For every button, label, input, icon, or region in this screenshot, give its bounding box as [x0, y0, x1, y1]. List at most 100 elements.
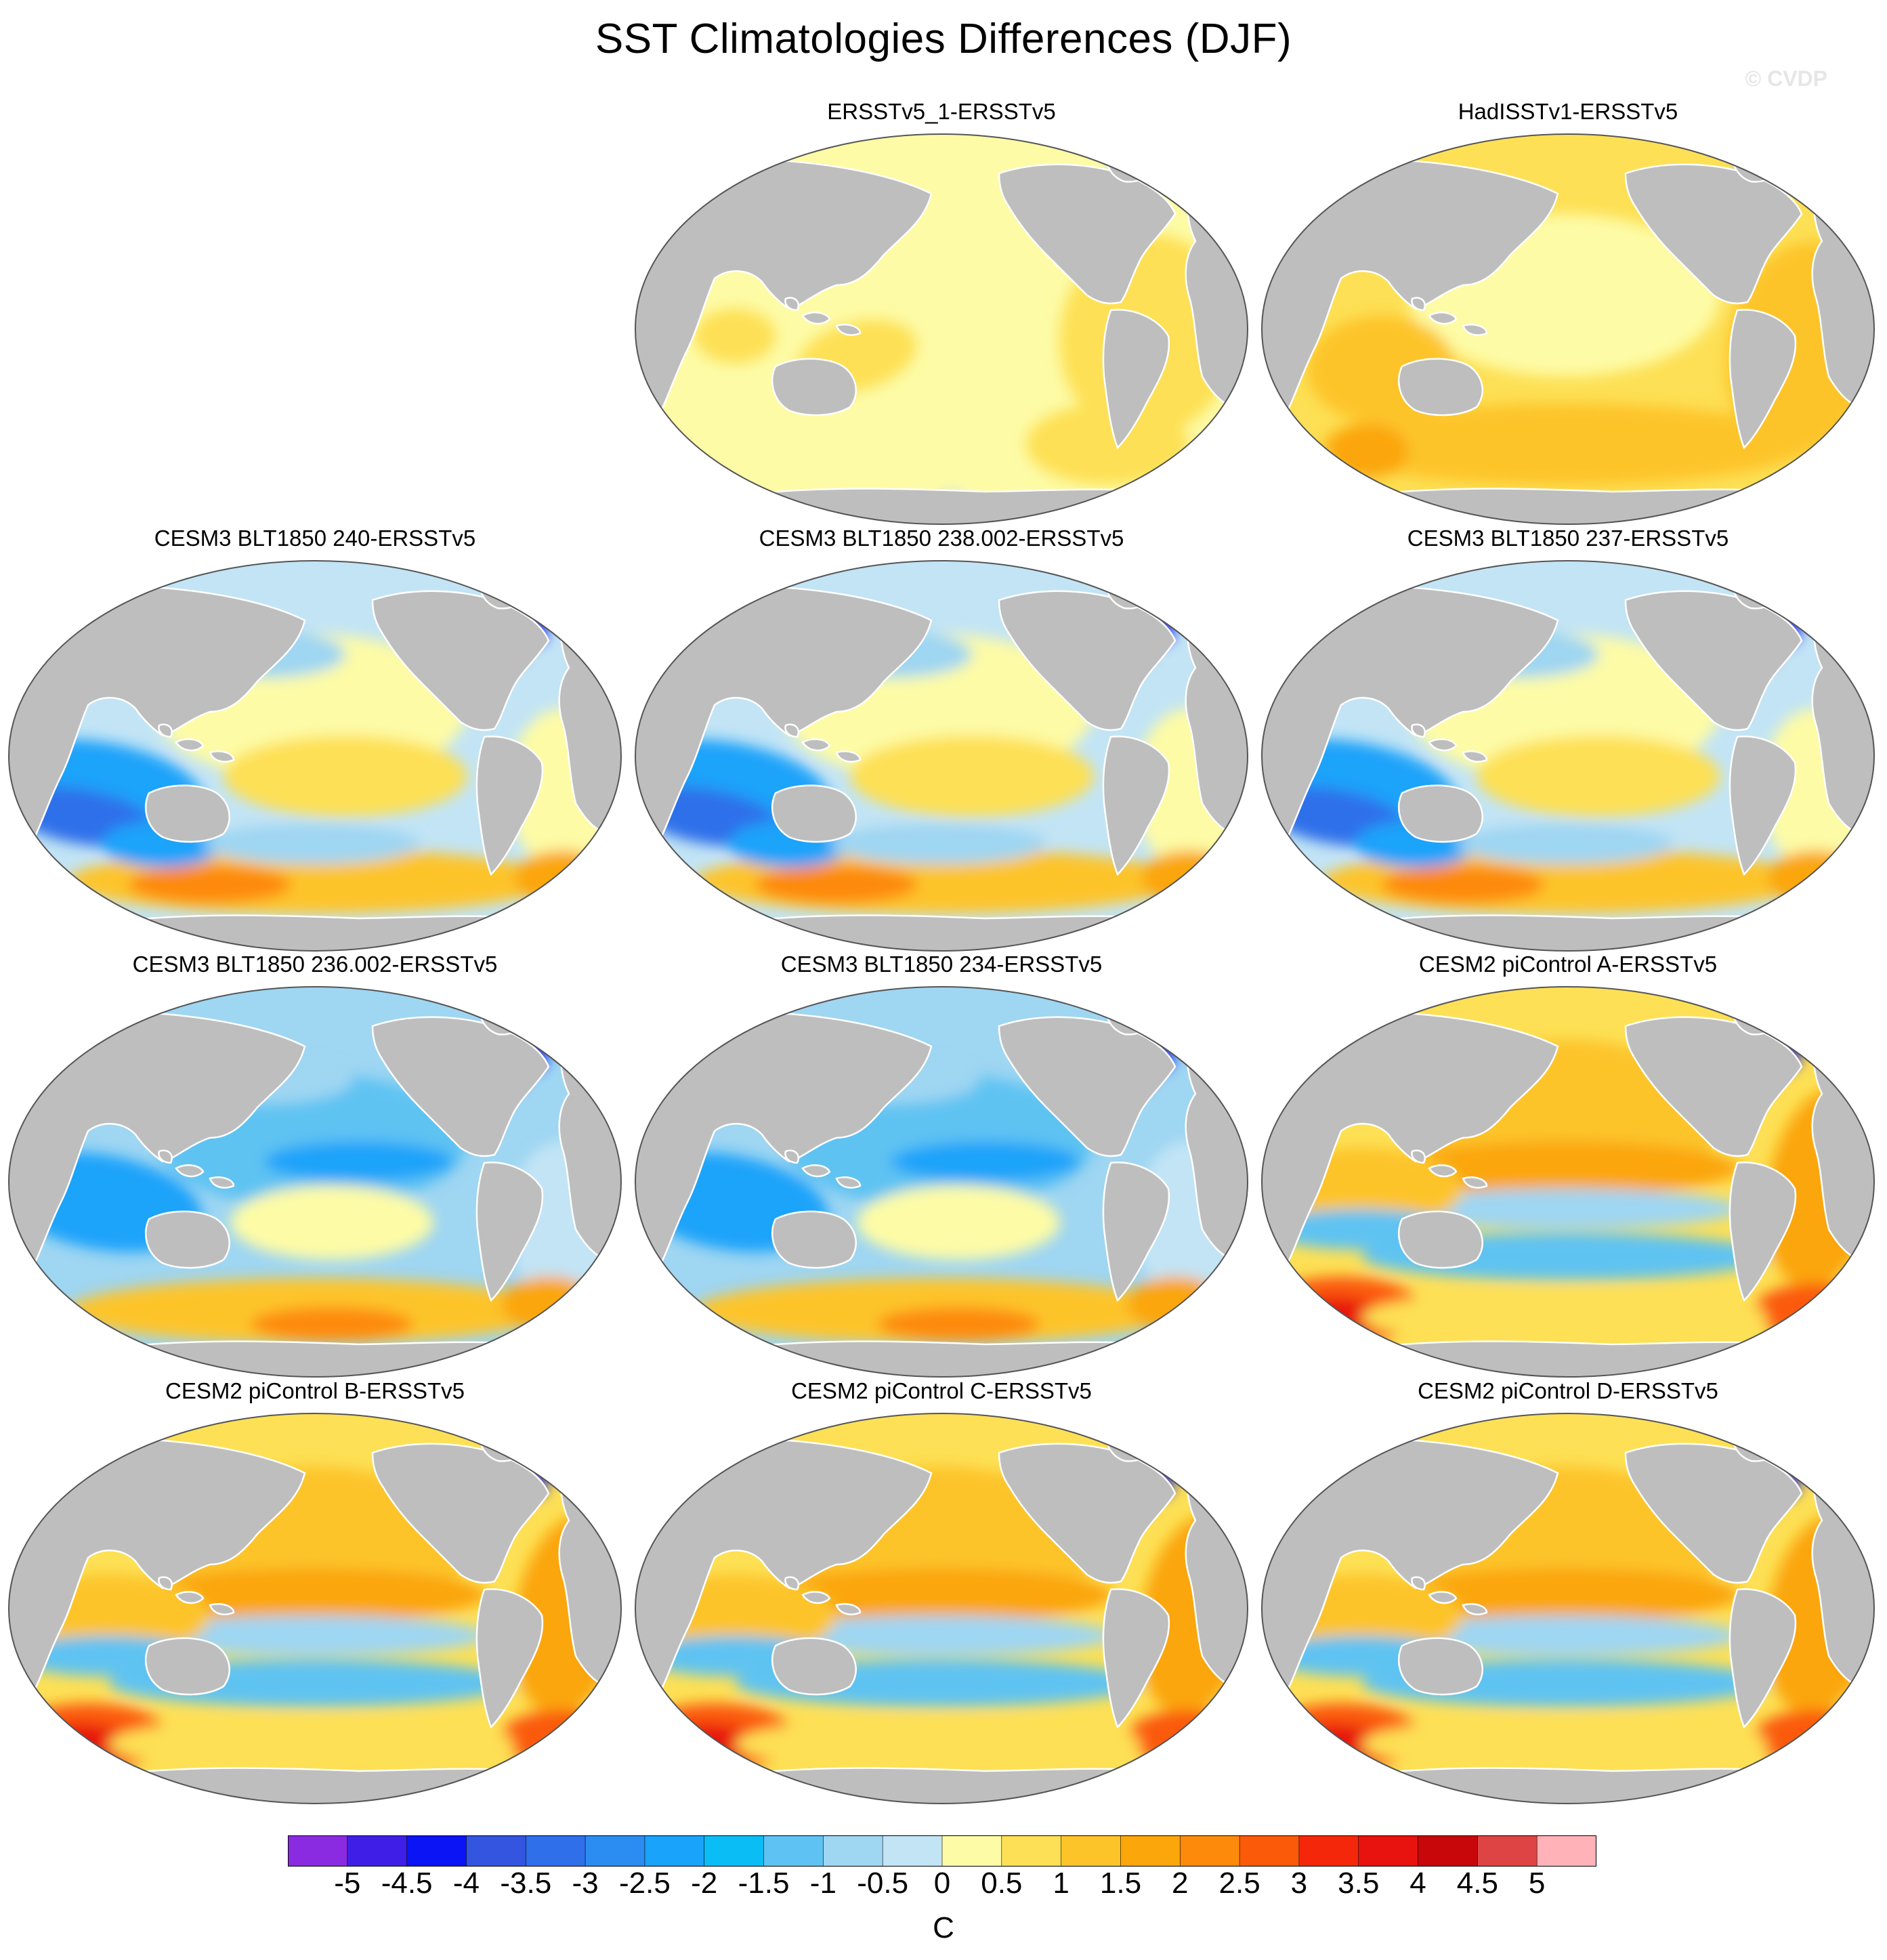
- colorbar-tick-label: -1.5: [738, 1867, 790, 1900]
- landmass: [835, 1603, 862, 1615]
- map-projection: [635, 560, 1248, 952]
- landmass: [801, 1164, 831, 1178]
- panel-title: CESM3 BLT1850 238.002-ERSSTv5: [759, 526, 1124, 551]
- anomaly-region: [1361, 1717, 1768, 1771]
- landmass: [784, 1149, 799, 1164]
- map-outline: [1261, 560, 1875, 952]
- anomaly-region: [1361, 1290, 1768, 1344]
- colorbar-swatch: [1298, 1835, 1359, 1867]
- landmass: [835, 1176, 862, 1189]
- colorbar-tick-label: 4.5: [1456, 1867, 1498, 1900]
- landmass: [1428, 738, 1458, 752]
- colorbar-swatch: [585, 1835, 645, 1867]
- colorbar-swatch: [1001, 1835, 1062, 1867]
- colorbar-tick-label: 3.5: [1338, 1867, 1380, 1900]
- anomaly-region: [129, 866, 291, 903]
- landmass: [158, 723, 173, 738]
- anomaly-region: [1768, 851, 1863, 905]
- landmass: [9, 1013, 306, 1278]
- map-panel: CESM2 piControl B-ERSSTv5: [7, 1378, 623, 1812]
- colorbar-tick-label: 2.5: [1218, 1867, 1260, 1900]
- anomaly-region: [694, 309, 776, 363]
- colorbar-swatch: [644, 1835, 705, 1867]
- colorbar-swatch: [1120, 1835, 1181, 1867]
- anomaly-region: [850, 736, 1094, 817]
- panel-title: CESM3 BLT1850 237-ERSSTv5: [1407, 526, 1729, 551]
- anomaly-region: [1388, 1615, 1741, 1656]
- anomaly-region: [1754, 1710, 1874, 1764]
- colorbar-tick-label: -4: [452, 1867, 480, 1900]
- landmass: [9, 587, 306, 852]
- landmass: [175, 1591, 205, 1604]
- map-outline: [1261, 133, 1875, 525]
- map-projection: [1261, 133, 1875, 525]
- panel-title: CESM3 BLT1850 234-ERSSTv5: [780, 952, 1103, 977]
- anomaly-region: [501, 1277, 596, 1331]
- colorbar-swatch: [704, 1835, 765, 1867]
- anomaly-region: [735, 1717, 1141, 1771]
- map-projection: [8, 1413, 622, 1804]
- panel-title: CESM2 piControl B-ERSSTv5: [165, 1378, 465, 1403]
- map-projection: [635, 1413, 1248, 1804]
- landmass: [771, 1637, 857, 1696]
- colorbar-tick-label: 1.5: [1099, 1867, 1142, 1900]
- panel-title: CESM2 piControl D-ERSSTv5: [1418, 1378, 1718, 1403]
- anomaly-region: [264, 1141, 454, 1182]
- map-projection: [635, 133, 1248, 525]
- landmass: [635, 160, 933, 425]
- anomaly-region: [1477, 736, 1720, 817]
- map-projection: [1261, 986, 1875, 1378]
- landmass: [475, 1162, 544, 1302]
- landmass: [1102, 1588, 1170, 1729]
- colorbar-swatch: [466, 1835, 526, 1867]
- colorbar-swatch: [823, 1835, 883, 1867]
- landmass: [1262, 160, 1559, 425]
- colorbar-swatch: [288, 1835, 348, 1867]
- landmass: [1411, 1149, 1426, 1164]
- landmass: [1397, 358, 1483, 417]
- landmass: [1397, 1637, 1483, 1696]
- landmass: [1729, 1588, 1797, 1729]
- colorbar-tick-label: -5: [334, 1867, 361, 1900]
- landmass: [784, 723, 799, 738]
- landmass: [1397, 784, 1483, 843]
- landmass: [1262, 1439, 1559, 1705]
- landmass: [144, 1210, 230, 1269]
- landmass: [771, 784, 857, 843]
- map-outline: [1261, 986, 1875, 1378]
- landmass: [475, 736, 544, 876]
- map-panel: CESM3 BLT1850 238.002-ERSSTv5: [633, 526, 1250, 959]
- colorbar-swatch: [347, 1835, 408, 1867]
- map-panel: CESM2 piControl D-ERSSTv5: [1260, 1378, 1876, 1812]
- landmass: [1428, 312, 1458, 325]
- landmass: [209, 1176, 235, 1189]
- colorbar-tick-label: 3: [1290, 1867, 1308, 1900]
- map-projection: [8, 986, 622, 1378]
- landmass: [771, 358, 857, 417]
- colorbar: [288, 1835, 1596, 1867]
- panel-title: CESM3 BLT1850 236.002-ERSSTv5: [132, 952, 498, 977]
- landmass: [1102, 309, 1170, 450]
- landmass: [158, 1576, 173, 1591]
- map-projection: [635, 986, 1248, 1378]
- anomaly-region: [1141, 851, 1236, 905]
- panel-title: CESM2 piControl A-ERSSTv5: [1418, 952, 1718, 977]
- map-panel: ERSSTv5_1-ERSSTv5: [633, 99, 1250, 532]
- map-panel: CESM2 piControl A-ERSSTv5: [1260, 952, 1876, 1385]
- landmass: [801, 1591, 831, 1604]
- landmass: [1102, 1162, 1170, 1302]
- colorbar-tick-label: -3.5: [500, 1867, 552, 1900]
- landmass: [835, 324, 862, 336]
- colorbar-tick-label: -0.5: [857, 1867, 909, 1900]
- anomaly-region: [1754, 1283, 1874, 1338]
- colorbar-swatch: [526, 1835, 586, 1867]
- map-outline: [635, 986, 1248, 1378]
- map-outline: [8, 560, 622, 952]
- anomaly-region: [1388, 1189, 1741, 1229]
- colorbar-swatch: [1477, 1835, 1538, 1867]
- map-outline: [635, 560, 1248, 952]
- page-title: SST Climatologies Differences (DJF): [595, 16, 1292, 62]
- landmass: [1729, 736, 1797, 876]
- landmass: [1411, 1576, 1426, 1591]
- anomaly-region: [1128, 1277, 1223, 1331]
